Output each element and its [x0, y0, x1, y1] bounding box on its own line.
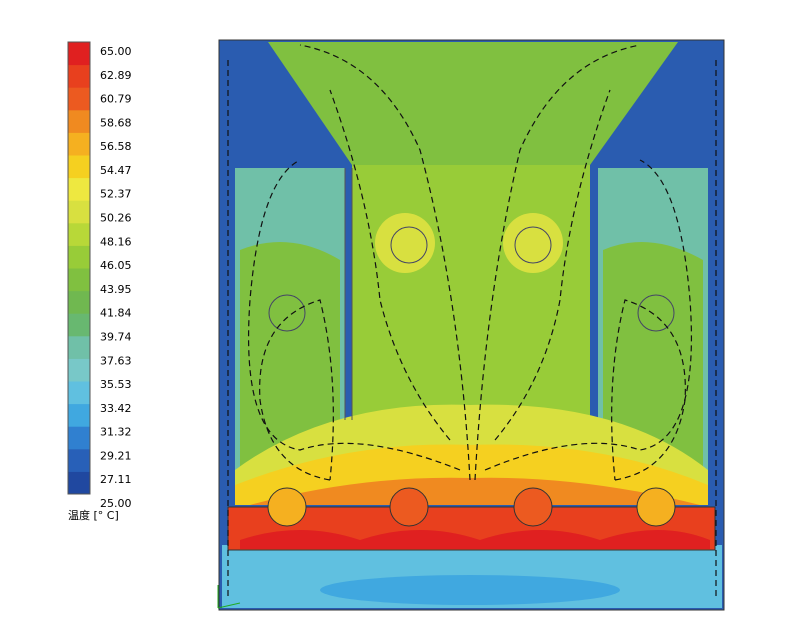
legend-swatch [68, 471, 90, 495]
tube [268, 294, 306, 332]
legend-tick-label: 52.37 [100, 188, 132, 201]
streamline [484, 159, 693, 471]
legend-swatch [68, 381, 90, 405]
axis-triad [217, 602, 241, 609]
legend-tick-label: 65.00 [100, 45, 132, 58]
legend-swatch [68, 177, 90, 201]
simulation-plot [217, 39, 725, 611]
legend-tick-label: 25.00 [100, 497, 132, 510]
legend-tick-label: 46.05 [100, 259, 132, 272]
legend-tick-label: 54.47 [100, 164, 132, 177]
legend-swatch [68, 64, 90, 88]
legend-tick-label: 35.53 [100, 378, 132, 391]
legend-tick-label: 56.58 [100, 140, 132, 153]
heater-tube [513, 487, 553, 527]
streamline [494, 89, 611, 441]
left-chamber [240, 242, 340, 470]
legend-swatch [68, 222, 90, 246]
tube [390, 226, 428, 264]
hot-spot [375, 213, 435, 273]
legend-swatch [68, 426, 90, 450]
legend-swatch [68, 358, 90, 382]
streamline [474, 44, 641, 481]
heater-tube [636, 487, 676, 527]
legend-tick-label: 37.63 [100, 354, 132, 367]
legend-swatch [68, 335, 90, 359]
legend: 25.00 27.11 29.21 31.32 33.42 35.53 37.63 39.74… [67, 41, 132, 522]
legend-unit: 温度 [° C] [68, 508, 119, 522]
hot-spot [503, 213, 563, 273]
legend-tick-label: 41.84 [100, 307, 132, 320]
legend-swatch [68, 290, 90, 314]
hopper [268, 42, 678, 165]
legend-swatch [68, 245, 90, 269]
legend-swatch [68, 403, 90, 427]
legend-swatch [68, 109, 90, 133]
streamline [299, 44, 471, 481]
bottom-zone [320, 575, 620, 605]
legend-tick-label: 60.79 [100, 93, 132, 106]
legend-swatch [68, 313, 90, 337]
right-chamber [603, 242, 703, 470]
legend-swatch [68, 42, 90, 66]
legend-tick-label: 33.42 [100, 402, 132, 415]
legend-tick-label: 39.74 [100, 330, 132, 343]
streamline [259, 299, 334, 481]
legend-swatch [68, 448, 90, 472]
streamline [329, 89, 451, 441]
legend-frame [67, 41, 91, 495]
tube [514, 226, 552, 264]
legend-tick-label: 31.32 [100, 426, 132, 439]
streamline [227, 60, 717, 600]
legend-swatch [68, 268, 90, 292]
heater-tube [389, 487, 429, 527]
legend-tick-label: 62.89 [100, 69, 132, 82]
legend-swatch [68, 87, 90, 111]
legend-swatch [68, 200, 90, 224]
streamline [247, 159, 461, 471]
legend-tick-label: 27.11 [100, 473, 132, 486]
legend-swatch [68, 132, 90, 156]
streamline [611, 299, 686, 481]
warm-zone [250, 477, 700, 505]
legend-tick-label: 43.95 [100, 283, 132, 296]
heater-tube [267, 487, 307, 527]
legend-tick-label: 58.68 [100, 116, 132, 129]
tube [637, 294, 675, 332]
legend-tick-label: 29.21 [100, 449, 132, 462]
heater [240, 530, 710, 549]
legend-swatch [68, 155, 90, 179]
legend-tick-label: 48.16 [100, 235, 132, 248]
legend-tick-label: 50.26 [100, 212, 132, 225]
